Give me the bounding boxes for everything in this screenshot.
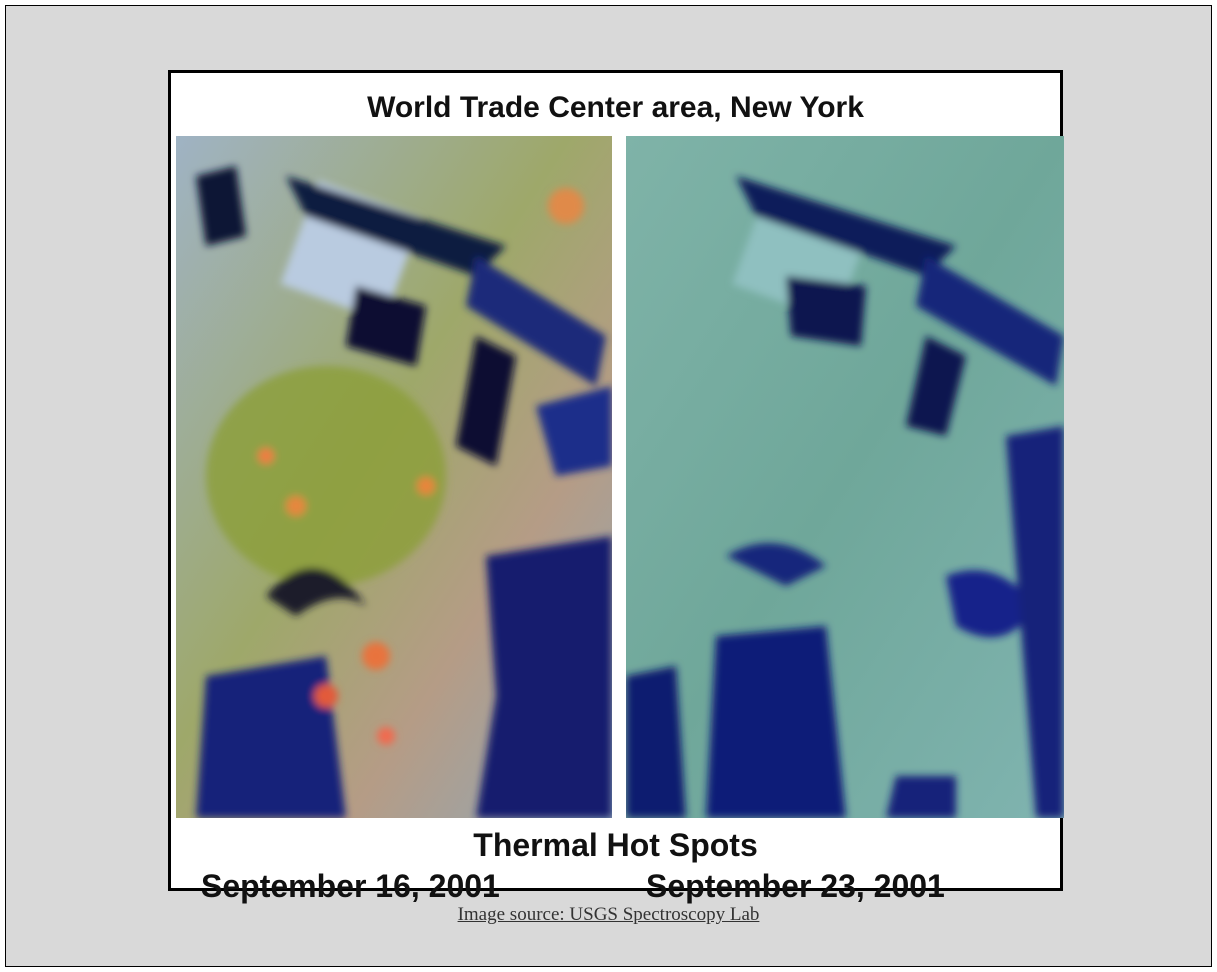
figure-title: World Trade Center area, New York — [367, 91, 864, 124]
date-label-left: September 16, 2001 — [201, 868, 500, 904]
satellite-image-left — [176, 136, 612, 818]
date-label-right: September 23, 2001 — [646, 868, 945, 904]
figure: World Trade Center area, New York — [168, 70, 1064, 904]
source-link[interactable]: Image source: USGS Spectroscopy Lab — [457, 904, 760, 925]
figure-caption: Thermal Hot Spots — [473, 827, 758, 863]
page-frame: World Trade Center area, New York — [5, 5, 1212, 967]
satellite-image-right — [626, 136, 1064, 818]
